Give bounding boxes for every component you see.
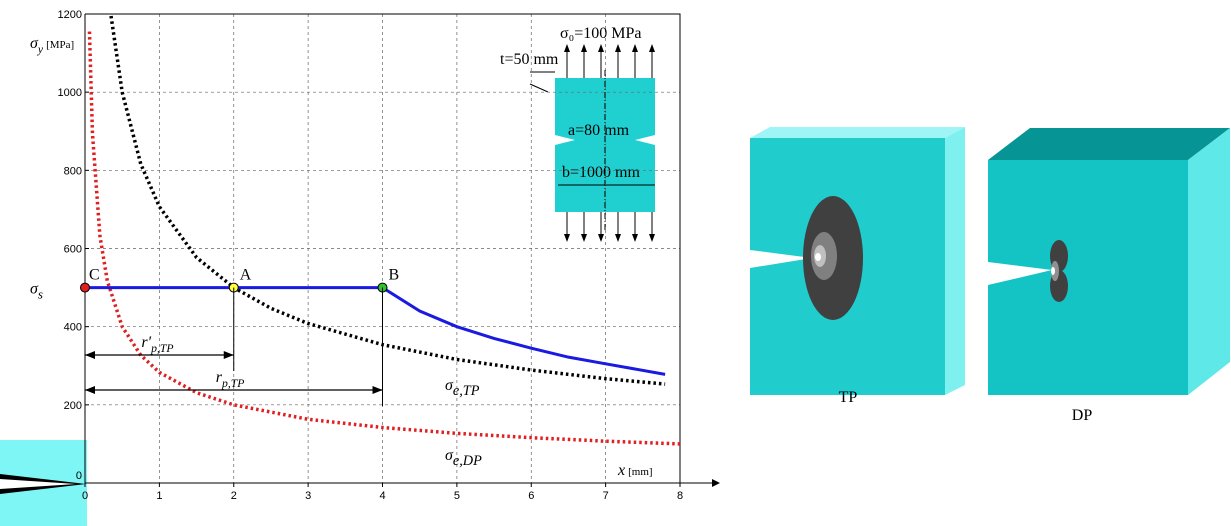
x-tick-label: 6 (528, 490, 534, 502)
subscript: s (38, 287, 43, 302)
arrow-head (224, 351, 234, 359)
subscript: e,TP (453, 383, 480, 399)
load-arrow-head (581, 234, 587, 242)
subscript: e,DP (453, 453, 482, 469)
load-arrow-head (649, 234, 655, 242)
tp-model (750, 127, 965, 395)
y-tick-label: 200 (64, 400, 82, 412)
x-tick-label: 0 (82, 490, 88, 502)
y-tick-label: 600 (64, 244, 82, 256)
arrow-head (373, 386, 383, 394)
point-label: C (89, 267, 100, 284)
x-tick-label: 5 (454, 490, 460, 502)
x-tick-label: 1 (156, 490, 162, 502)
x-tick-label: 7 (603, 490, 609, 502)
load-arrow-head (615, 234, 621, 242)
point-label: B (389, 267, 400, 284)
figure: σ₀=100 MPa t=50 mm a=80 mm b=1000 mm TP … (0, 0, 1231, 526)
x-tick-label: 3 (305, 490, 311, 502)
inset-stress: σ₀=100 MPa (560, 25, 641, 42)
yield-label: σs (30, 281, 43, 302)
load-arrow-head (581, 44, 587, 52)
point-label: A (240, 267, 252, 284)
key-point (81, 283, 90, 292)
symbol: r′ (141, 334, 151, 351)
subscript: y (37, 43, 44, 56)
x-axis-label: x[mm] (617, 462, 653, 479)
arrow-head (85, 351, 95, 359)
model-label: TP (839, 389, 858, 406)
series-label: σe,TP (445, 377, 480, 399)
unit: [MPa] (46, 39, 74, 51)
arrow-head (85, 386, 95, 394)
dimension-label: r′p,TP (141, 334, 173, 355)
y-axis-label: σy[MPa] (30, 35, 74, 56)
load-arrow-head (564, 44, 570, 52)
unit: [mm] (628, 466, 652, 478)
inset-thickness: t=50 mm (500, 51, 559, 68)
y-tick-label: 800 (64, 165, 82, 177)
x-tick-label: 4 (379, 490, 385, 502)
y-tick-label: 1000 (58, 87, 82, 99)
symbol: x (617, 462, 625, 479)
x-tick-label: 8 (677, 490, 683, 502)
subscript: p,TP (150, 342, 173, 355)
y-tick-label: 400 (64, 322, 82, 334)
x-axis-arrow (712, 479, 720, 487)
inset-width: b=1000 mm (562, 164, 640, 181)
load-arrow-head (632, 44, 638, 52)
model-label: DP (1072, 407, 1093, 424)
load-arrow-head (649, 44, 655, 52)
load-arrow-head (564, 234, 570, 242)
y-tick-label: 1200 (58, 9, 82, 21)
series-label: σe,DP (445, 447, 482, 469)
load-arrow-head (632, 234, 638, 242)
series-line (85, 288, 665, 375)
dp-model (988, 128, 1230, 395)
load-arrow-head (598, 44, 604, 52)
y-tick-label: 0 (76, 470, 82, 482)
inset-crack: a=80 mm (568, 122, 630, 139)
specimen-inset (530, 70, 655, 230)
load-arrow-head (615, 44, 621, 52)
x-tick-label: 2 (231, 490, 237, 502)
dimension-label: rp,TP (216, 369, 245, 390)
subscript: p,TP (221, 377, 244, 390)
load-arrow-head (598, 234, 604, 242)
